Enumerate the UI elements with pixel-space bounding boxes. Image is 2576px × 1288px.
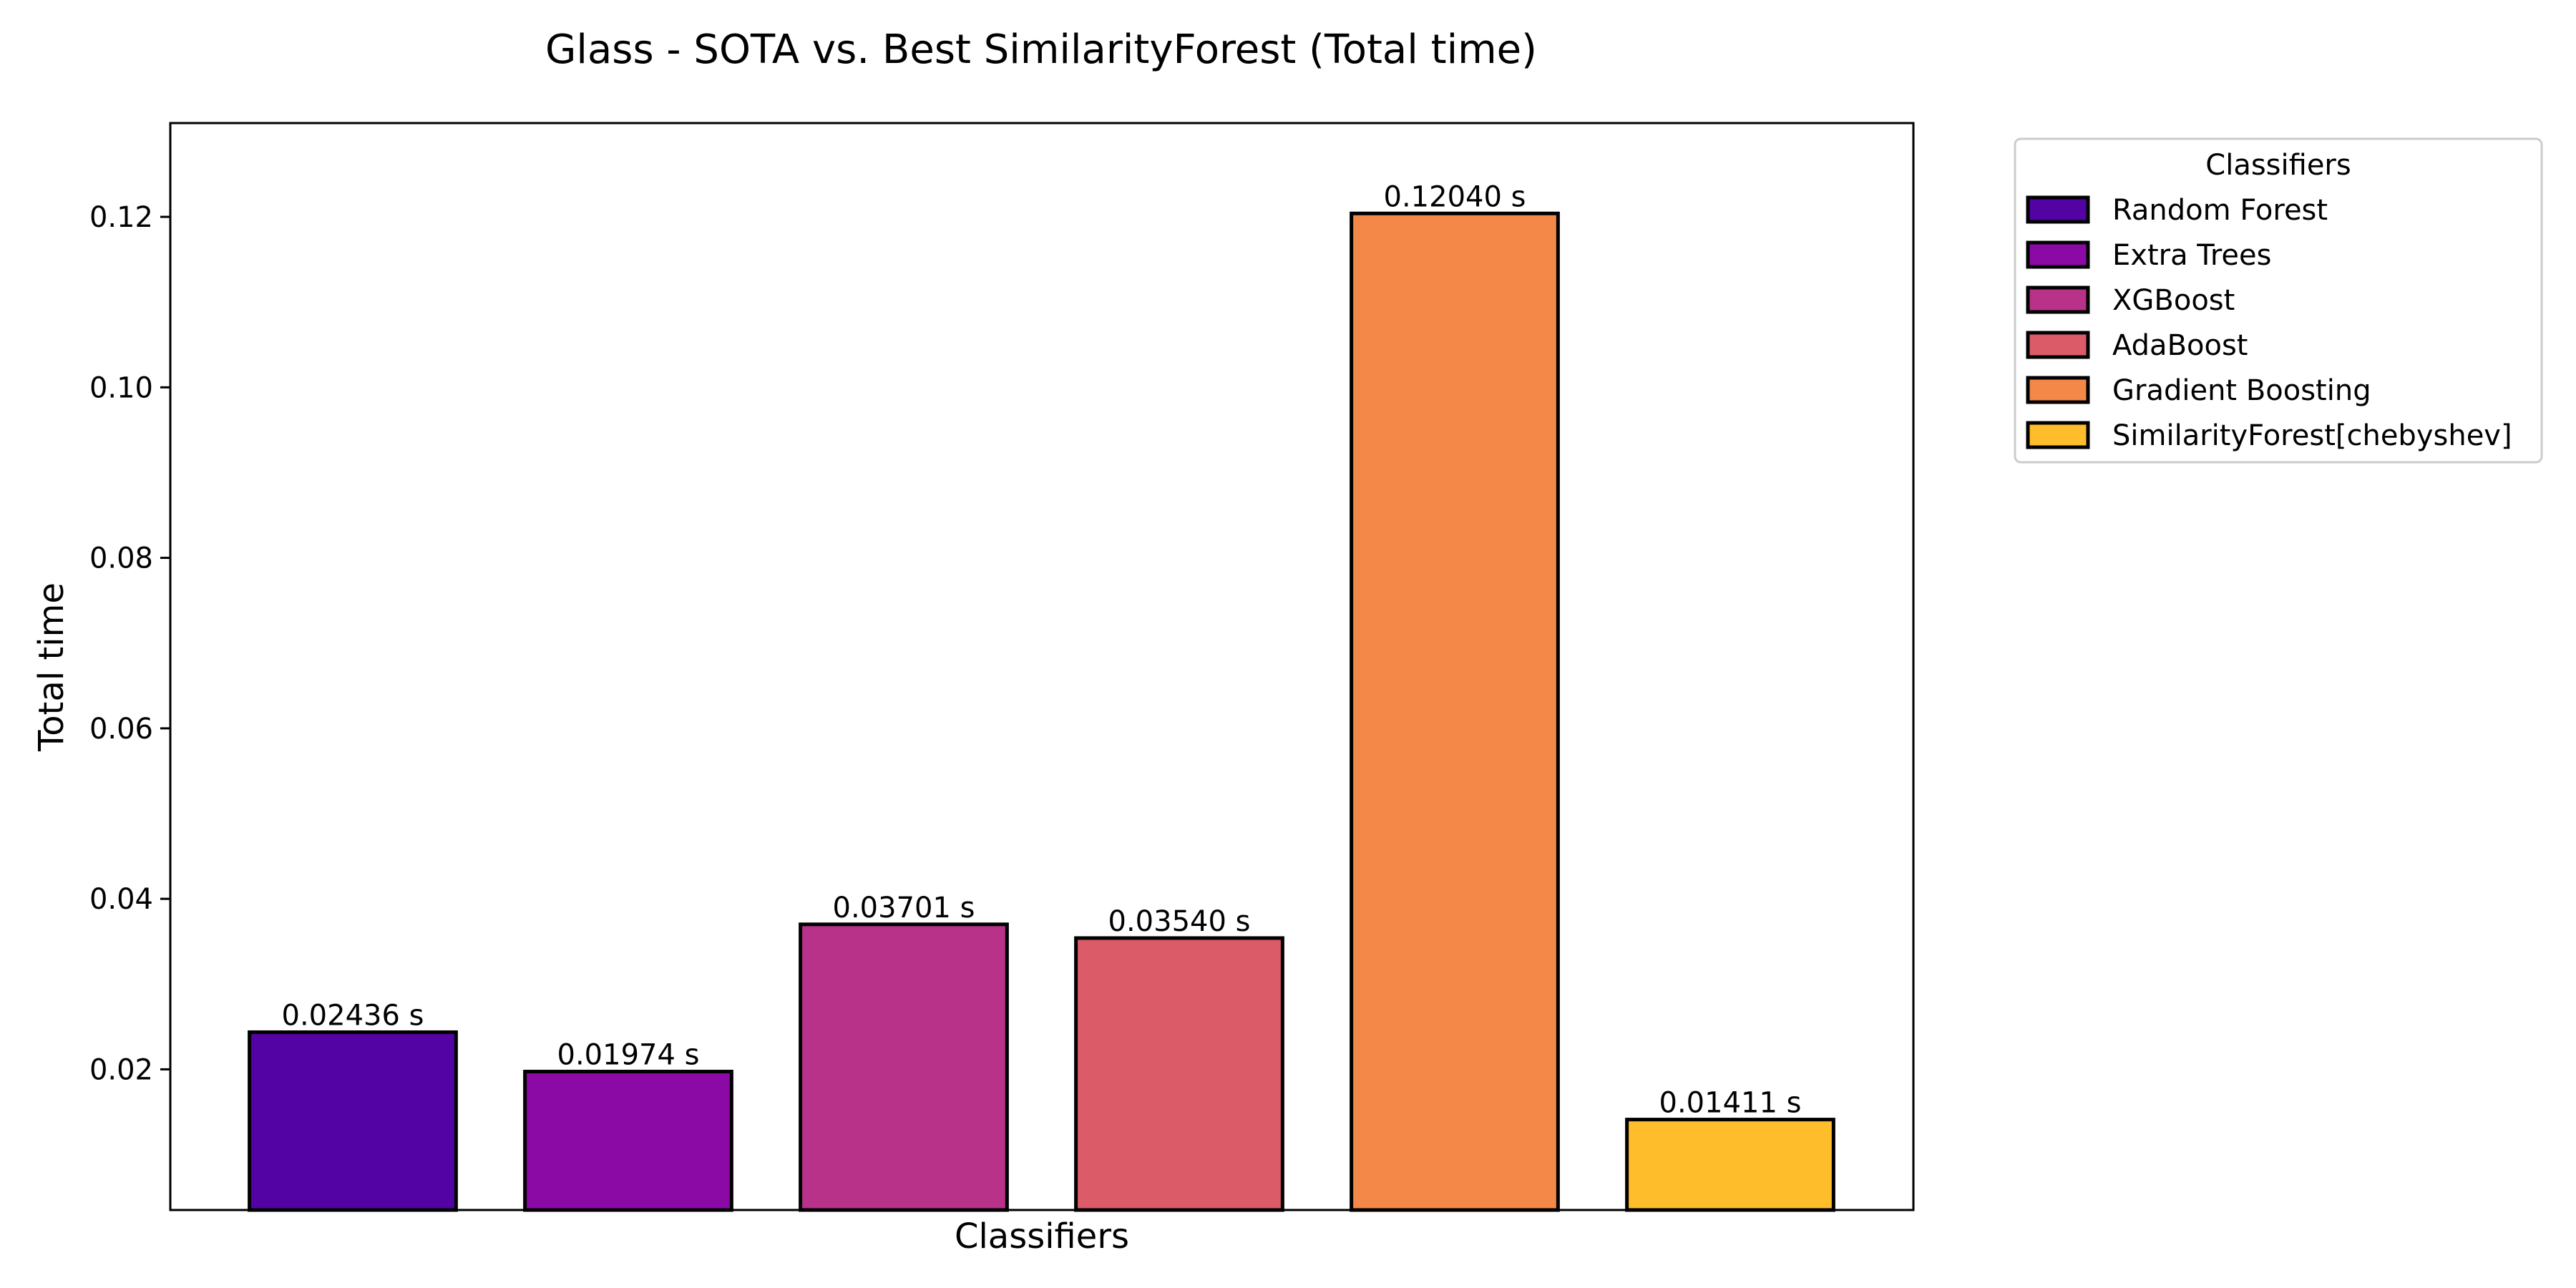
legend-label: Extra Trees bbox=[2112, 239, 2271, 272]
legend-label: AdaBoost bbox=[2112, 329, 2248, 362]
data-labels-layer: 0.02436 s 0.01974 s 0.03701 s 0.03540 s 0.12… bbox=[282, 180, 1802, 1119]
bar bbox=[523, 1070, 733, 1212]
bar bbox=[1625, 1118, 1835, 1212]
bar-value-label: 0.12040 s bbox=[1384, 180, 1526, 213]
legend-frame bbox=[2014, 137, 2543, 464]
bar bbox=[799, 922, 1009, 1212]
legend-items: Random Forest Extra Trees XGBoost AdaBoost G… bbox=[2026, 194, 2512, 452]
y-tick-label: 0.08 bbox=[89, 542, 153, 575]
bar-value-label: 0.03701 s bbox=[833, 892, 975, 924]
legend-swatch bbox=[2026, 195, 2090, 224]
legend-swatch bbox=[2026, 376, 2090, 404]
bar-value-label: 0.03540 s bbox=[1108, 905, 1251, 938]
legend-label: Random Forest bbox=[2112, 194, 2328, 227]
legend-swatch bbox=[2026, 286, 2090, 314]
bar bbox=[1350, 211, 1560, 1212]
bars-layer bbox=[248, 211, 1835, 1212]
bar-value-label: 0.01411 s bbox=[1659, 1087, 1802, 1120]
legend-label: SimilarityForest[chebyshev] bbox=[2112, 419, 2512, 452]
bar bbox=[248, 1030, 458, 1212]
y-tick-label: 0.10 bbox=[89, 371, 153, 404]
plot-frame bbox=[169, 122, 1915, 1211]
y-tick-label: 0.02 bbox=[89, 1053, 153, 1086]
bar-value-label: 0.02436 s bbox=[282, 999, 424, 1032]
y-tick-label: 0.12 bbox=[89, 201, 153, 234]
y-tick-label: 0.06 bbox=[89, 713, 153, 746]
legend-swatch bbox=[2026, 331, 2090, 359]
legend-title: Classifiers bbox=[2205, 149, 2351, 182]
legend-label: Gradient Boosting bbox=[2112, 374, 2371, 407]
y-axis-label: Total time bbox=[31, 582, 72, 752]
legend-swatch bbox=[2026, 240, 2090, 269]
chart-title: Glass - SOTA vs. Best SimilarityForest (… bbox=[545, 26, 1537, 73]
y-axis: 0.02 0.04 0.06 0.08 0.10 0.12 bbox=[89, 201, 170, 1086]
legend-label: XGBoost bbox=[2112, 284, 2235, 317]
x-axis-label: Classifiers bbox=[955, 1216, 1129, 1257]
legend-swatch bbox=[2026, 421, 2090, 449]
bar bbox=[1074, 936, 1284, 1212]
bar-value-label: 0.01974 s bbox=[557, 1039, 700, 1072]
y-tick-label: 0.04 bbox=[89, 883, 153, 916]
legend: Classifiers Random Forest Extra Trees XGBo… bbox=[2014, 137, 2543, 464]
